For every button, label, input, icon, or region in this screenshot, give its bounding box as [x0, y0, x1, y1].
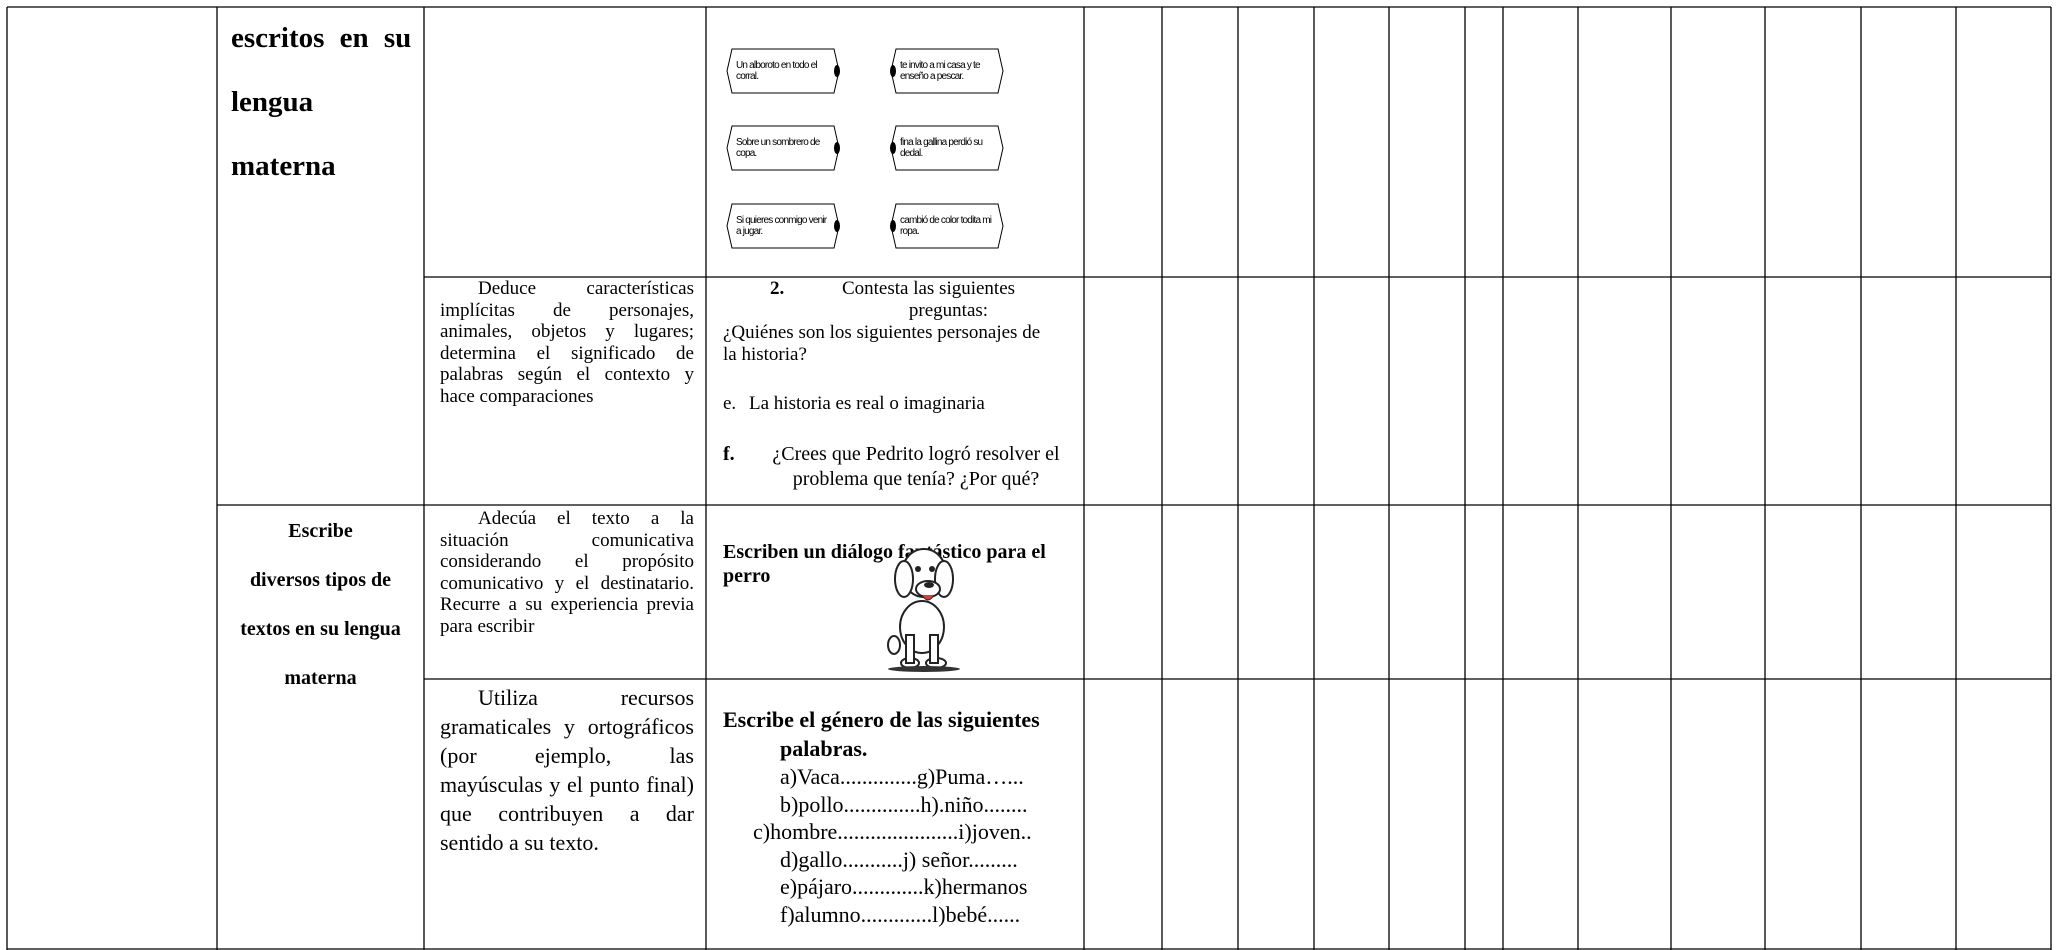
card-notch: [890, 142, 896, 154]
question: ¿Quiénes son los siguientes personajes d…: [723, 322, 1041, 365]
activity: Escriben un diálogo fantástico para el p…: [723, 541, 1046, 587]
card-text: cambió de color todita mi ropa.: [900, 215, 992, 237]
item: f. ¿Crees que Pedrito logró resolver el …: [723, 442, 1085, 492]
text-line: Escribe: [288, 520, 353, 542]
word-line: a)Vaca..............g)Puma…...: [780, 764, 1024, 789]
card: cambió de color todita mi ropa.: [890, 203, 1004, 249]
text-line: textos en su lengua: [240, 618, 401, 640]
card-text: fina la gallina perdió su dedal.: [900, 137, 983, 159]
card-notch: [834, 142, 840, 154]
card-text: te invito a mi casa y te enseño a pescar…: [900, 60, 981, 82]
word-line: b)pollo..............h).niño........: [780, 791, 1028, 817]
activity-title: Escribe el género de las siguientes pala…: [723, 707, 1040, 761]
card: fina la gallina perdió su dedal.: [890, 125, 1004, 171]
card-outline: [726, 125, 840, 171]
text-line: diversos tipos de: [249, 569, 392, 591]
card-text: Un alboroto en todo el corral.: [736, 60, 818, 82]
item-text: La historia es real o imaginaria: [749, 393, 985, 414]
card: Sobre un sombrero de copa.: [726, 125, 840, 171]
text-line: escritos en su: [231, 22, 412, 54]
word-line: f)alumno.............l)bebé......: [780, 901, 1021, 927]
activity: Escribe el género de las siguientes pala…: [723, 705, 1088, 928]
word-line: e)pájaro.............k)hermanos: [780, 874, 1028, 899]
capacity: Adecúa el texto a la situación comunicat…: [440, 508, 694, 637]
number: 2.: [770, 278, 785, 299]
dog-illustration: [887, 548, 960, 672]
word-line: c)hombre......................i)joven..: [753, 819, 1032, 844]
card: Si quieres conmigo venir a jugar.: [726, 203, 840, 249]
instruction-row: 2. Contesta las siguientes preguntas:: [723, 278, 1040, 322]
card-text: Si quieres conmigo venir a jugar.: [736, 215, 827, 237]
instruction: Contesta las siguientes preguntas:: [841, 278, 1016, 321]
card-notch: [834, 220, 840, 232]
text-line: lengua: [231, 86, 314, 118]
competency: escritos en su lengua materna: [231, 6, 411, 198]
competency: Escribe diversos tipos de textos en su l…: [217, 507, 424, 703]
card-shape: [890, 203, 1004, 249]
capacity: Deduce características implícitas de per…: [440, 278, 694, 407]
item-label: e.: [723, 393, 737, 414]
card-shape: [890, 125, 1004, 171]
activity: 2. Contesta las siguientes preguntas: ¿Q…: [723, 278, 1088, 492]
item-text: ¿Crees que Pedrito logró resolver el pro…: [772, 443, 1060, 490]
card-notch: [890, 220, 896, 232]
item: e. La historia es real o imaginaria: [723, 393, 1088, 415]
text-line: materna: [231, 150, 336, 182]
card-notch: [890, 65, 896, 77]
word-list: a)Vaca..............g)Puma…... b)pollo...…: [723, 763, 1088, 928]
card: Un alboroto en todo el corral.: [726, 48, 840, 94]
card-text: Sobre un sombrero de copa.: [736, 137, 820, 159]
card-shape: [726, 203, 840, 249]
card-shape: [726, 125, 840, 171]
card-shape: [726, 48, 840, 94]
card-notch: [834, 65, 840, 77]
item-label: f.: [723, 443, 735, 465]
card: te invito a mi casa y te enseño a pescar…: [890, 48, 1004, 94]
text-line: materna: [284, 667, 357, 689]
card-outline: [726, 203, 840, 249]
capacity: Utiliza recursos gramaticales y ortográf…: [440, 685, 694, 855]
card-outline: [726, 48, 840, 94]
card-shape: [890, 48, 1004, 94]
word-line: d)gallo...........j) señor.........: [780, 846, 1018, 872]
